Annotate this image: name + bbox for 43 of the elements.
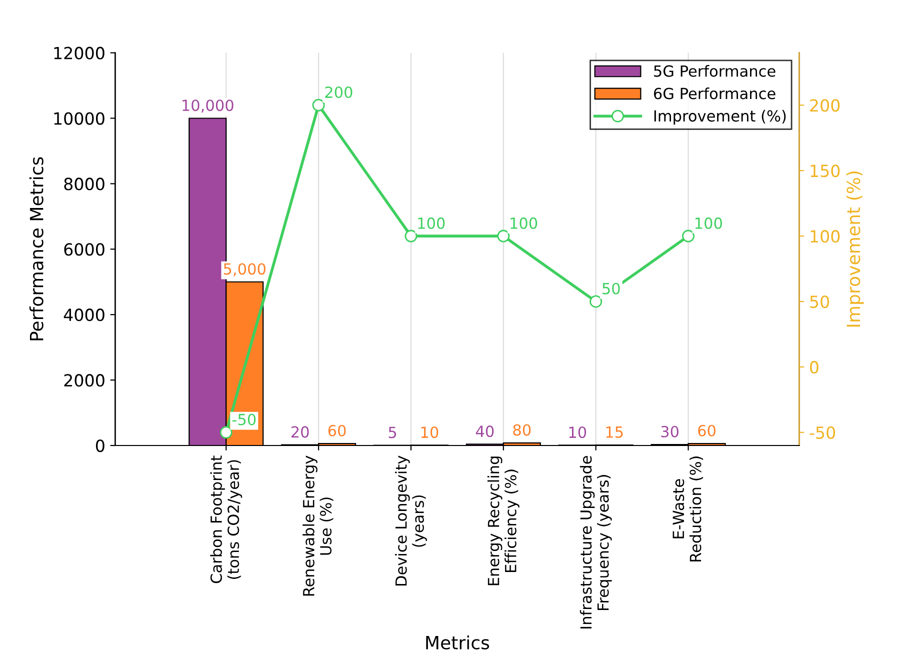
data-label: 5,000 (224, 263, 266, 276)
data-label: 10 (569, 426, 586, 438)
data-label: 100 (418, 217, 445, 229)
y2-tick-label: 0 (810, 360, 818, 374)
x-tick-label: Infrastructure Upgrade Frequency (years) (580, 456, 612, 628)
data-label: 100 (510, 217, 538, 229)
legend-label: Improvement (%) (654, 110, 786, 125)
data-label: 5 (388, 426, 396, 438)
y2-tick-label: 100 (810, 230, 840, 243)
y2-tick-label: 200 (810, 99, 840, 112)
y-tick-label: 6000 (64, 243, 104, 256)
data-label: -50 (232, 414, 256, 426)
data-label: 20 (291, 426, 309, 438)
legend-label: 5G Performance (654, 65, 776, 77)
y2-tick-label: -50 (810, 426, 836, 439)
data-label: 60 (698, 424, 716, 436)
data-label: 40 (476, 426, 494, 438)
y-tick-label: 12000 (54, 46, 104, 60)
y2-tick-label: 50 (810, 295, 830, 308)
legend-label: 6G Performance (654, 87, 776, 100)
y-axis-title: Performance Metrics (29, 157, 44, 340)
x-tick-label: Renewable Energy Use (%) (302, 456, 334, 596)
x-tick-label: Energy Recycling Efficiency (%) (487, 456, 520, 586)
data-label: 10,000 (182, 100, 234, 113)
x-tick-label: Device Longevity (years) (395, 456, 427, 586)
data-label: 100 (696, 217, 722, 229)
data-label: 30 (661, 426, 678, 438)
data-label: 60 (328, 424, 346, 436)
data-label: 10 (421, 426, 438, 438)
x-tick-label: Carbon Footprint (tons CO2/year) (210, 456, 242, 584)
y-tick-label: 4000 (64, 308, 104, 322)
y2-tick-label: 150 (810, 164, 840, 178)
data-label: 15 (606, 426, 623, 438)
data-label: 200 (325, 86, 352, 98)
y-tick-label: 2000 (64, 374, 104, 387)
y2-axis-title: Improvement (%) (846, 171, 864, 327)
x-tick-label: E-Waste Reduction (%) (672, 456, 704, 562)
y-tick-label: 10000 (54, 112, 104, 125)
y-tick-label: 0 (96, 439, 104, 452)
x-axis-title: Metrics (426, 635, 490, 650)
data-label: 50 (602, 282, 620, 294)
y-tick-label: 8000 (64, 178, 104, 190)
data-label: 80 (513, 424, 531, 436)
